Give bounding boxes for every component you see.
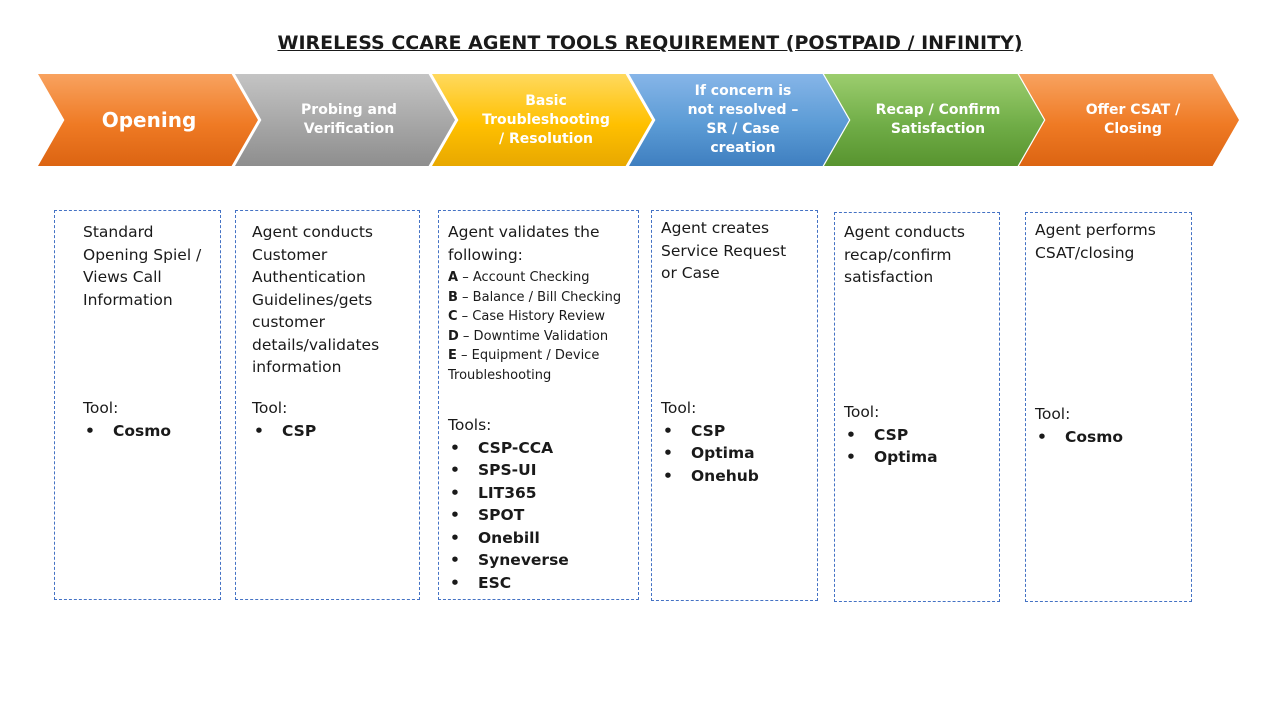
probing-box: Agent conducts Customer Authentication G…: [235, 210, 420, 600]
tools-label: Tools:: [448, 416, 492, 434]
step-label: Recap / Confirm Satisfaction: [875, 102, 1001, 137]
tools-list: Cosmo: [1035, 426, 1179, 449]
sr-case-box: Agent creates Service Request or Case To…: [651, 210, 818, 601]
tools-list: Cosmo: [83, 420, 208, 443]
tools-list: CSP Optima Onehub: [661, 420, 805, 488]
troubleshooting-box: Agent validates the following: A – Accou…: [438, 210, 639, 600]
validation-item: D – Downtime Validation: [448, 328, 609, 344]
validation-item: B – Balance / Bill Checking: [448, 289, 622, 305]
step-probing-arrow: Probing and Verification: [235, 74, 455, 166]
tool-item: CSP-CCA: [448, 437, 626, 460]
box-description: Agent conducts recap/confirm satisfactio…: [844, 223, 965, 286]
tool-item: SPS-UI: [448, 459, 626, 482]
tool-item: Onehub: [661, 465, 805, 488]
box-description: Agent conducts Customer Authentication G…: [252, 223, 380, 376]
tool-item: CSP: [661, 420, 805, 443]
tool-item: CSP: [252, 420, 407, 443]
tool-item: LIT365: [448, 482, 626, 505]
tool-item: CSP: [844, 424, 987, 447]
tool-item: SPOT: [448, 504, 626, 527]
tools-label: Tool:: [661, 399, 697, 417]
tools-label: Tool:: [83, 399, 119, 417]
tools-list: CSP Optima: [844, 424, 987, 469]
step-sr-case-arrow: If concern is not resolved – SR / Case c…: [629, 74, 849, 166]
tools-label: Tool:: [252, 399, 288, 417]
tool-item: Cosmo: [83, 420, 208, 443]
tools-list: CSP: [252, 420, 407, 443]
step-csat-arrow: Offer CSAT / Closing: [1019, 74, 1239, 166]
recap-box: Agent conducts recap/confirm satisfactio…: [834, 212, 1000, 602]
step-opening-arrow: Opening: [38, 74, 258, 166]
box-description: Agent creates Service Request or Case: [661, 219, 787, 282]
step-label: Basic Troubleshooting / Resolution: [482, 92, 610, 147]
step-label: Probing and Verification: [301, 102, 397, 137]
box-description: Agent performs CSAT/closing: [1035, 221, 1156, 262]
tool-item: ESC: [448, 572, 626, 595]
validation-item: E – Equipment / Device Troubleshooting: [448, 348, 600, 383]
step-label: Offer CSAT / Closing: [1085, 102, 1181, 137]
opening-box: Standard Opening Spiel / Views Call Info…: [54, 210, 221, 600]
validation-item: C – Case History Review: [448, 309, 606, 324]
process-arrows: Opening Probing and Verification Basic T…: [38, 74, 1248, 166]
validation-items: A – Account Checking B – Balance / Bill …: [448, 268, 626, 414]
page-title: WIRELESS CCARE AGENT TOOLS REQUIREMENT (…: [277, 32, 1023, 54]
csat-box: Agent performs CSAT/closing Tool: Cosmo: [1025, 212, 1192, 602]
tool-item: Optima: [844, 446, 987, 469]
tool-item: Onebill: [448, 527, 626, 550]
validation-item: A – Account Checking: [448, 270, 590, 285]
step-label: If concern is not resolved – SR / Case c…: [687, 83, 799, 156]
tools-label: Tool:: [1035, 405, 1071, 423]
tools-label: Tool:: [844, 403, 880, 421]
step-recap-arrow: Recap / Confirm Satisfaction: [824, 74, 1044, 166]
step-troubleshooting-arrow: Basic Troubleshooting / Resolution: [432, 74, 652, 166]
tool-item: Optima: [661, 442, 805, 465]
box-description: Standard Opening Spiel / Views Call Info…: [83, 223, 202, 309]
step-label: Opening: [101, 107, 197, 132]
box-description: Agent validates the following:: [448, 223, 600, 264]
tools-list: CSP-CCA SPS-UI LIT365 SPOT Onebill Synev…: [448, 437, 626, 595]
tool-item: Cosmo: [1035, 426, 1179, 449]
tool-item: Syneverse: [448, 549, 626, 572]
